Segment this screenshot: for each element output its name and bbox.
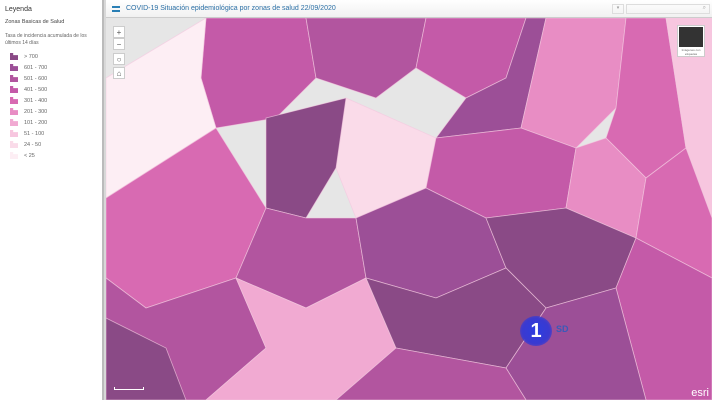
legend-item: 601 - 700: [5, 62, 97, 73]
legend-swatch: [10, 141, 18, 148]
basemap-label: Imágenes con etiquetas: [681, 48, 701, 56]
legend-item: 501 - 600: [5, 73, 97, 84]
health-zone-region[interactable]: [305, 18, 427, 99]
legend-layer-name: Zonas Basicas de Salud: [5, 19, 65, 25]
legend-item: < 25: [5, 150, 97, 161]
legend-description: Tasa de incidencia acumulada de los últi…: [5, 33, 87, 46]
map-view[interactable]: + − ○ ⌂ Imágenes con etiquetas esri: [106, 18, 712, 400]
legend-item: 401 - 500: [5, 84, 97, 95]
legend-label: 301 - 400: [24, 97, 48, 104]
legend-swatch: [10, 119, 18, 126]
search-input[interactable]: ⌕: [626, 4, 710, 14]
legend-swatch: [10, 130, 18, 137]
legend-label: 601 - 700: [24, 64, 48, 71]
legend-swatch: [10, 97, 18, 104]
legend-item: 51 - 100: [5, 128, 97, 139]
basemap-toggle[interactable]: Imágenes con etiquetas: [677, 25, 705, 57]
choropleth-map: [106, 18, 712, 400]
legend-label: 501 - 600: [24, 75, 48, 82]
legend-item: 301 - 400: [5, 95, 97, 106]
locate-button[interactable]: ○: [113, 53, 125, 65]
tve-channel-logo: 1: [520, 316, 552, 346]
legend-panel: Leyenda Zonas Basicas de Salud Tasa de i…: [0, 0, 104, 400]
esri-logo: esri: [691, 387, 709, 399]
health-zone-region[interactable]: [335, 347, 527, 400]
legend-swatch: [10, 86, 18, 93]
legend-swatch: [10, 108, 18, 115]
legend-item: > 700: [5, 51, 97, 62]
legend-label: 101 - 200: [24, 119, 48, 126]
legend-title: Leyenda: [5, 6, 32, 13]
sd-badge: SD: [556, 324, 569, 334]
legend-item: 201 - 300: [5, 106, 97, 117]
health-zone-region[interactable]: [520, 18, 627, 149]
legend-label: 51 - 100: [24, 130, 45, 137]
legend-swatch: [10, 75, 18, 82]
legend-swatch: [10, 53, 18, 60]
legend-label: > 700: [24, 53, 38, 60]
legend-swatch: [10, 64, 18, 71]
legend-item: 24 - 50: [5, 139, 97, 150]
health-zone-region[interactable]: [635, 147, 712, 279]
app-header: COVID-19 Situación epidemiológica por zo…: [106, 0, 712, 18]
menu-icon[interactable]: [112, 5, 120, 12]
home-button[interactable]: ⌂: [113, 67, 125, 79]
legend-swatch: [10, 152, 18, 159]
legend-label: 401 - 500: [24, 86, 48, 93]
search-source-dropdown[interactable]: ▾: [612, 4, 624, 14]
scale-bar: [114, 387, 144, 390]
legend-label: 24 - 50: [24, 141, 42, 148]
legend-item: 101 - 200: [5, 117, 97, 128]
legend-label: < 25: [24, 152, 35, 159]
zoom-out-button[interactable]: −: [113, 38, 125, 50]
health-zone-region[interactable]: [665, 18, 712, 219]
health-zone-region[interactable]: [265, 97, 347, 219]
health-zone-region[interactable]: [106, 317, 187, 400]
health-zone-region[interactable]: [615, 237, 712, 400]
basemap-thumbnail: [679, 27, 703, 47]
app-title: COVID-19 Situación epidemiológica por zo…: [126, 5, 336, 12]
zoom-in-button[interactable]: +: [113, 26, 125, 38]
legend-label: 201 - 300: [24, 108, 48, 115]
